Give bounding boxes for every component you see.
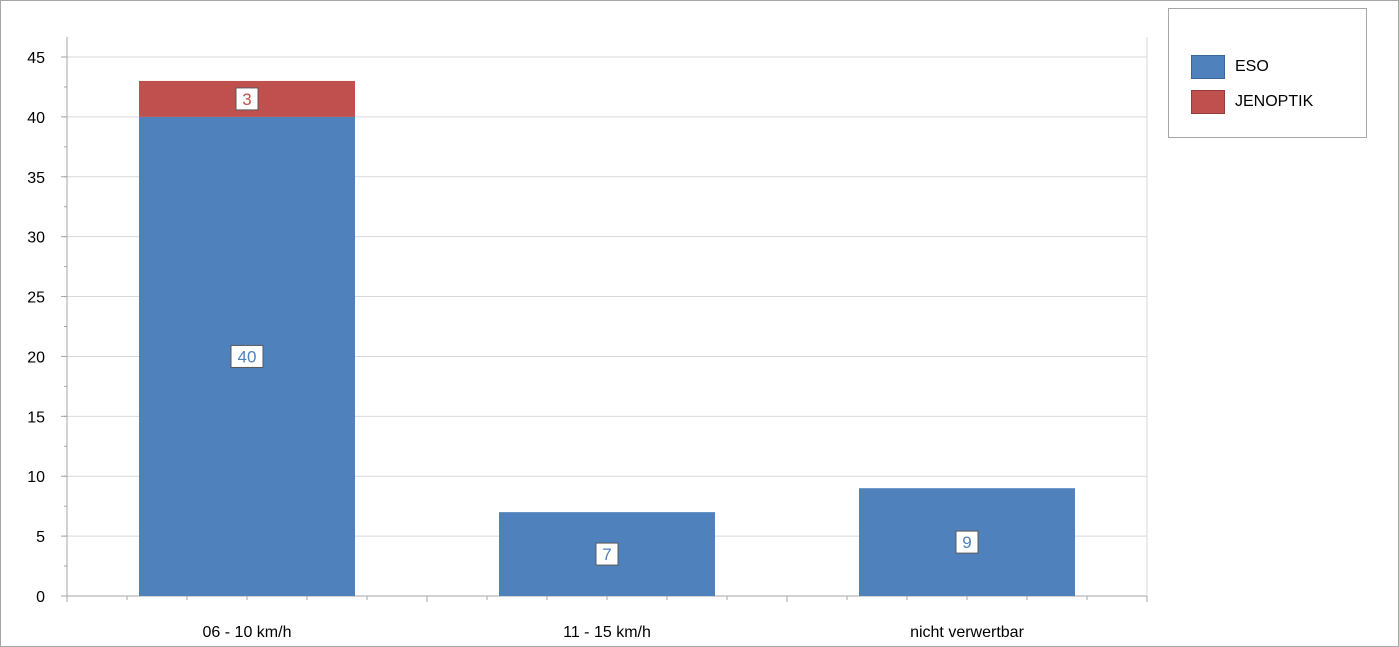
data-label: 7	[602, 545, 611, 564]
y-tick-label: 5	[36, 529, 45, 546]
data-label: 3	[242, 90, 251, 109]
y-tick-label: 10	[27, 469, 45, 486]
y-tick-label: 15	[27, 409, 45, 426]
bars	[139, 80, 1075, 596]
y-tick-label: 25	[27, 290, 45, 307]
data-label-box	[235, 87, 259, 111]
data-label-box	[595, 542, 619, 566]
y-tick-label: 40	[27, 110, 45, 127]
x-tick-label: nicht verwertbar	[910, 624, 1024, 641]
y-tick-label: 35	[27, 170, 45, 187]
legend: ESO JENOPTIK	[1168, 8, 1367, 138]
x-tick-label: 06 - 10 km/h	[203, 624, 292, 641]
y-tick-label: 30	[27, 230, 45, 247]
legend-item-jenoptik: JENOPTIK	[1191, 90, 1313, 114]
x-tick-label: 11 - 15 km/h	[563, 624, 651, 641]
data-label-box	[230, 344, 264, 368]
data-label: 9	[962, 533, 971, 552]
y-tick-label: 45	[27, 50, 45, 67]
data-label-box	[955, 530, 979, 554]
legend-swatch-eso	[1191, 55, 1225, 79]
y-tick-label: 20	[27, 349, 45, 366]
legend-label-eso: ESO	[1235, 58, 1269, 75]
legend-item-eso: ESO	[1191, 55, 1269, 79]
data-label: 40	[238, 347, 257, 366]
legend-swatch-jenoptik	[1191, 90, 1225, 114]
y-tick-label: 0	[36, 589, 45, 606]
data-labels: 40 3 7 9	[230, 87, 979, 566]
legend-label-jenoptik: JENOPTIK	[1235, 93, 1314, 110]
axes: 0 5 10 15 20 25 30 35 40 45 06 - 10 km/h 11 - 15 km…	[27, 37, 1148, 641]
